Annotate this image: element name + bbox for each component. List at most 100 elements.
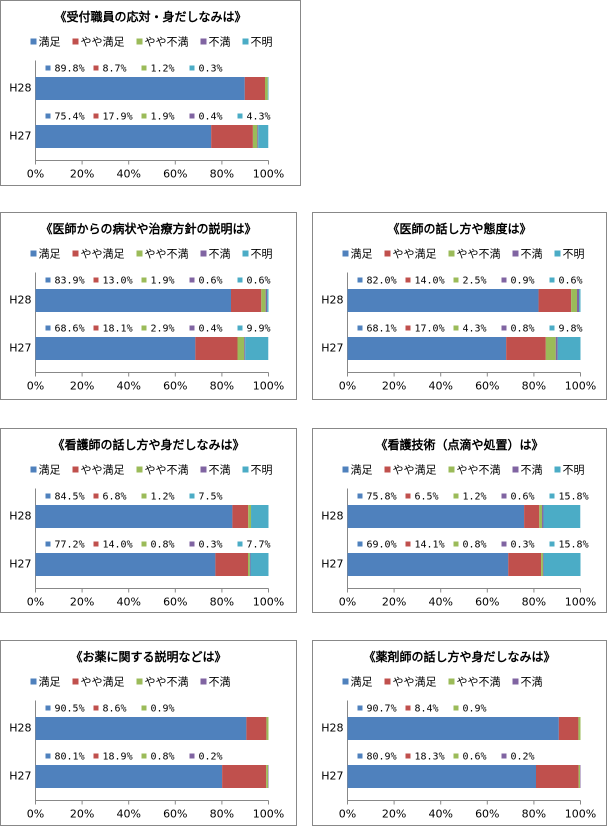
x-tick-label: 80%: [522, 808, 546, 821]
value-label: 0.6%: [463, 752, 487, 763]
value-label-marker: [45, 113, 51, 119]
value-label-marker: [357, 705, 363, 711]
value-label: 1.2%: [151, 64, 175, 75]
value-label-marker: [45, 65, 51, 71]
value-label-marker: [357, 753, 363, 759]
x-tick-label: 20%: [70, 808, 94, 821]
bar-segment: [267, 77, 269, 100]
bar-segment: [538, 289, 572, 312]
legend-swatch: [72, 250, 79, 257]
value-label: 0.6%: [199, 276, 223, 287]
bar-segment: [258, 125, 269, 148]
value-label: 0.4%: [199, 324, 223, 335]
bar-segment: [557, 337, 581, 360]
value-label: 0.8%: [511, 324, 535, 335]
value-label: 80.9%: [367, 752, 397, 763]
x-tick-label: 80%: [522, 596, 546, 609]
value-label: 6.8%: [103, 492, 127, 503]
value-label-marker: [45, 705, 51, 711]
x-tick-label: 100%: [565, 808, 596, 821]
value-label-marker: [189, 753, 195, 759]
x-tick-label: 20%: [70, 380, 94, 393]
value-label: 0.3%: [199, 64, 223, 75]
value-label: 0.9%: [151, 704, 175, 715]
value-label-marker: [45, 325, 51, 331]
value-label-marker: [141, 65, 147, 71]
value-label: 7.7%: [247, 540, 271, 551]
bar-segment: [35, 125, 212, 148]
value-label: 15.8%: [559, 540, 589, 551]
category-label: H27: [9, 342, 31, 355]
legend-swatch: [72, 678, 79, 685]
legend-swatch: [384, 678, 391, 685]
legend-swatch: [512, 466, 519, 473]
value-label: 89.8%: [55, 64, 85, 75]
bar-segment: [558, 717, 579, 740]
value-label: 1.2%: [463, 492, 487, 503]
legend-label: 満足: [351, 464, 373, 477]
value-label: 80.1%: [55, 752, 85, 763]
bar-segment: [545, 337, 556, 360]
value-label: 0.8%: [151, 540, 175, 551]
bar-segment: [230, 289, 262, 312]
value-label: 84.5%: [55, 492, 85, 503]
value-label-marker: [501, 277, 507, 283]
legend-swatch: [72, 38, 79, 45]
value-label-marker: [237, 277, 243, 283]
bar-segment: [524, 505, 540, 528]
x-tick-label: 100%: [253, 380, 284, 393]
legend-label: 不明: [251, 464, 273, 477]
value-label-marker: [45, 277, 51, 283]
legend-label: 満足: [39, 36, 61, 49]
value-label: 0.3%: [199, 540, 223, 551]
legend-swatch: [200, 678, 207, 685]
legend-label: 不明: [563, 464, 585, 477]
bar-segment: [35, 765, 223, 788]
bar-segment: [541, 553, 543, 576]
value-label: 9.8%: [559, 324, 583, 335]
x-tick-label: 60%: [163, 808, 187, 821]
bar-segment: [347, 553, 509, 576]
value-label-marker: [453, 541, 459, 547]
value-label: 1.9%: [151, 112, 175, 123]
category-label: H27: [9, 770, 31, 783]
value-label-marker: [93, 493, 99, 499]
value-label-marker: [189, 65, 195, 71]
x-tick-label: 80%: [210, 168, 234, 181]
x-tick-label: 100%: [565, 596, 596, 609]
legend-swatch: [136, 678, 143, 685]
bar-segment: [35, 717, 247, 740]
x-tick-label: 60%: [475, 596, 499, 609]
value-label: 0.8%: [463, 540, 487, 551]
chart-frame: [0, 212, 297, 400]
x-tick-label: 20%: [382, 808, 406, 821]
legend-swatch: [342, 466, 349, 473]
value-label: 0.6%: [559, 276, 583, 287]
legend-swatch: [384, 250, 391, 257]
bar-segment: [248, 505, 252, 528]
x-tick-label: 60%: [163, 380, 187, 393]
value-label: 1.2%: [151, 492, 175, 503]
bar-segment: [555, 337, 558, 360]
value-label: 13.0%: [103, 276, 133, 287]
value-label: 0.3%: [511, 540, 535, 551]
legend-swatch: [448, 678, 455, 685]
value-label-marker: [45, 493, 51, 499]
bar-segment: [347, 505, 525, 528]
legend-label: 満足: [39, 464, 61, 477]
x-tick-label: 40%: [116, 596, 140, 609]
value-label-marker: [189, 325, 195, 331]
value-label: 0.4%: [199, 112, 223, 123]
legend-swatch: [72, 466, 79, 473]
legend-label: 満足: [351, 248, 373, 261]
bar-segment: [244, 77, 266, 100]
value-label: 68.1%: [367, 324, 397, 335]
value-label-marker: [453, 493, 459, 499]
value-label-marker: [141, 325, 147, 331]
legend-swatch: [554, 466, 561, 473]
bar-segment: [543, 553, 581, 576]
value-label-marker: [453, 277, 459, 283]
x-tick-label: 40%: [116, 380, 140, 393]
legend-label: 満足: [39, 676, 61, 689]
